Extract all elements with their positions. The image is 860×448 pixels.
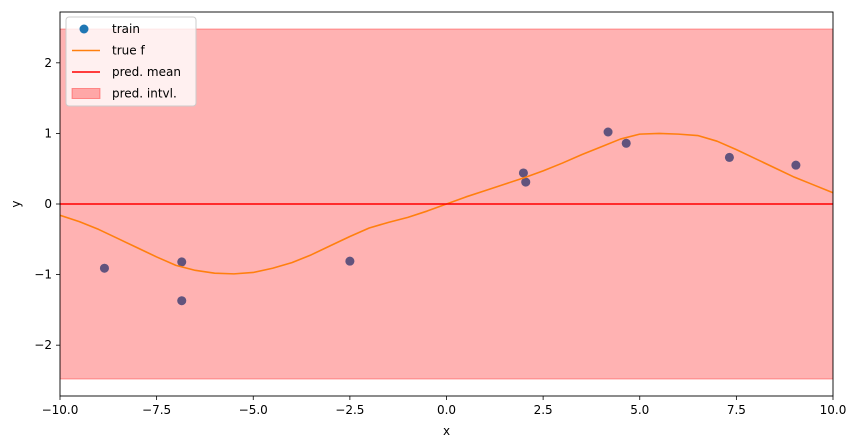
x-tick-label: 7.5	[727, 403, 746, 417]
legend-label: pred. mean	[112, 65, 181, 79]
plot-area	[60, 28, 833, 380]
legend-label: train	[112, 22, 140, 36]
legend-box	[65, 16, 197, 107]
x-tick-label: 2.5	[534, 403, 553, 417]
legend-swatch	[79, 24, 89, 34]
legend-entry: pred. intvl.	[71, 87, 177, 101]
train-point	[791, 160, 801, 170]
x-tick-label: −7.5	[142, 403, 171, 417]
train-point-overlay	[99, 263, 109, 273]
train-point	[99, 263, 109, 273]
train-point-overlay	[518, 168, 528, 178]
legend-label: true f	[112, 44, 145, 58]
legend-entry: pred. mean	[72, 65, 181, 79]
legend: train true f pred. mean pred. intvl.	[65, 16, 197, 107]
y-tick-label: −1	[34, 268, 52, 282]
y-tick-label: 2	[44, 56, 52, 70]
train-point-overlay	[621, 138, 631, 148]
legend-swatch	[71, 88, 101, 99]
train-point-overlay	[791, 160, 801, 170]
train-point	[603, 127, 613, 137]
y-tick-label: −2	[34, 338, 52, 352]
x-tick-label: −5.0	[239, 403, 268, 417]
train-point	[177, 257, 187, 267]
x-axis-label: x	[443, 424, 450, 438]
train-point-overlay	[177, 296, 187, 306]
train-point	[521, 177, 531, 187]
train-point-overlay	[724, 152, 734, 162]
y-axis-label: y	[9, 200, 23, 207]
x-tick-label: 5.0	[630, 403, 649, 417]
train-point	[724, 152, 734, 162]
x-tick-label: −10.0	[42, 403, 79, 417]
legend-label: pred. intvl.	[112, 87, 177, 101]
train-point	[518, 168, 528, 178]
train-point-overlay	[345, 256, 355, 266]
train-point-overlay	[521, 177, 531, 187]
train-point-overlay	[177, 257, 187, 267]
axes: −10.0 −7.5 −5.0 −2.5 0.0 2.5 5.0 7.5 10.0 −2 −1 0 1 2	[34, 11, 847, 417]
y-tick-label: 1	[44, 126, 52, 140]
x-tick-label: 10.0	[820, 403, 847, 417]
legend-entry: true f	[72, 44, 145, 58]
x-tick-label: 0.0	[437, 403, 456, 417]
train-point	[621, 138, 631, 148]
x-tick-label: −2.5	[335, 403, 364, 417]
train-point	[177, 296, 187, 306]
y-tick-label: 0	[44, 197, 52, 211]
train-point-overlay	[603, 127, 613, 137]
legend-entry: train	[79, 22, 140, 36]
train-point	[345, 256, 355, 266]
